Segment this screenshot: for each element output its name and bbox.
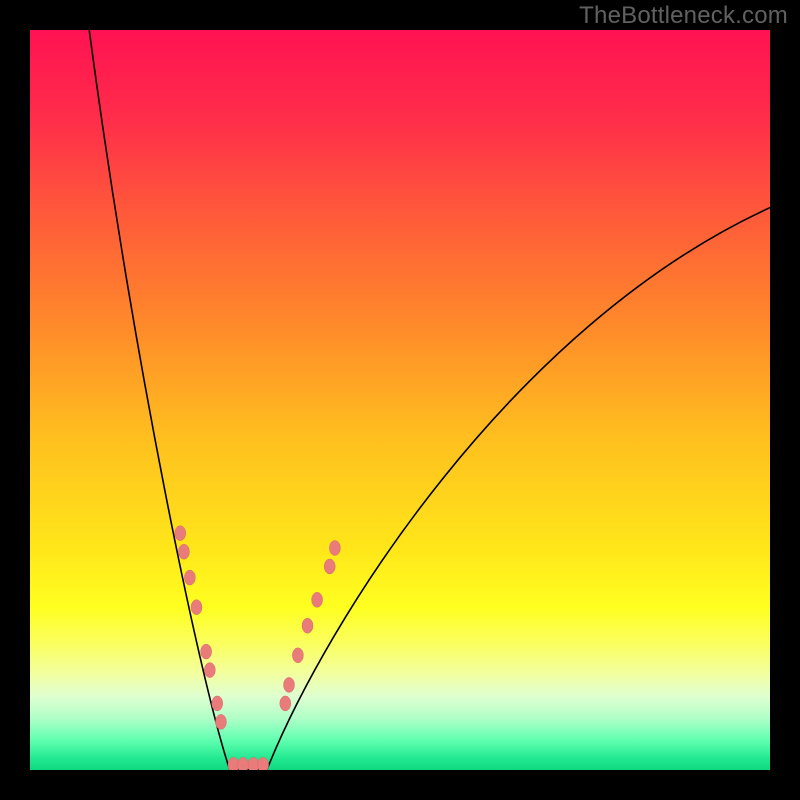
marker bbox=[204, 663, 215, 678]
marker bbox=[312, 592, 323, 607]
marker bbox=[258, 757, 269, 770]
watermark-text: TheBottleneck.com bbox=[579, 2, 788, 30]
plot-svg bbox=[30, 30, 770, 770]
marker bbox=[238, 757, 249, 770]
marker bbox=[184, 570, 195, 585]
marker bbox=[292, 648, 303, 663]
marker bbox=[280, 696, 291, 711]
marker bbox=[201, 644, 212, 659]
plot-background bbox=[30, 30, 770, 770]
marker bbox=[212, 696, 223, 711]
marker bbox=[215, 714, 226, 729]
marker bbox=[329, 541, 340, 556]
marker bbox=[302, 618, 313, 633]
marker bbox=[284, 677, 295, 692]
marker bbox=[191, 600, 202, 615]
chart-frame: TheBottleneck.com bbox=[0, 0, 800, 800]
marker bbox=[175, 526, 186, 541]
marker bbox=[178, 544, 189, 559]
marker bbox=[228, 757, 239, 770]
plot-area bbox=[30, 30, 770, 770]
marker bbox=[248, 757, 259, 770]
marker bbox=[324, 559, 335, 574]
